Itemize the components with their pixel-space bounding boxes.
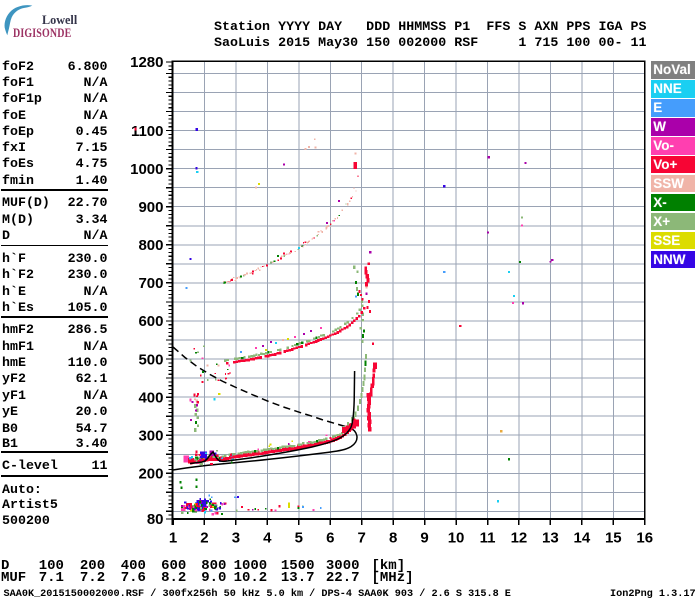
svg-text:2: 2 — [200, 530, 208, 547]
svg-text:80: 80 — [147, 511, 164, 528]
svg-text:1000: 1000 — [130, 161, 163, 178]
svg-text:4: 4 — [263, 530, 272, 547]
svg-text:14: 14 — [574, 530, 591, 547]
svg-text:12: 12 — [511, 530, 528, 547]
svg-text:10: 10 — [448, 530, 465, 547]
svg-text:13: 13 — [542, 530, 559, 547]
svg-text:3: 3 — [232, 530, 240, 547]
svg-text:900: 900 — [138, 199, 163, 216]
svg-text:5: 5 — [295, 530, 303, 547]
svg-text:1100: 1100 — [131, 123, 164, 140]
svg-text:400: 400 — [138, 389, 163, 406]
svg-text:8: 8 — [389, 530, 397, 547]
svg-text:500: 500 — [138, 351, 163, 368]
svg-text:9: 9 — [420, 530, 428, 547]
svg-text:1: 1 — [169, 530, 177, 547]
svg-text:11: 11 — [480, 530, 496, 547]
svg-text:7: 7 — [358, 530, 366, 547]
svg-text:300: 300 — [138, 427, 163, 444]
svg-text:6: 6 — [326, 530, 334, 547]
svg-text:15: 15 — [605, 530, 622, 547]
svg-text:700: 700 — [138, 275, 163, 292]
svg-text:800: 800 — [138, 237, 163, 254]
svg-text:200: 200 — [138, 466, 163, 483]
svg-text:1280: 1280 — [130, 54, 163, 71]
svg-text:600: 600 — [138, 313, 163, 330]
svg-text:16: 16 — [636, 530, 653, 547]
